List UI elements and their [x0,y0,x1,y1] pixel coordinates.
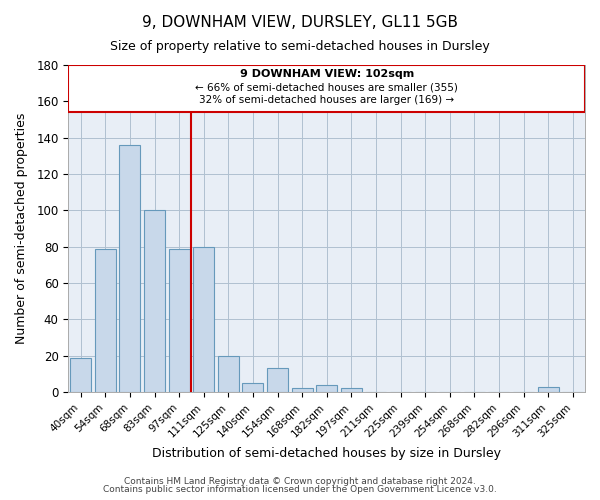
Text: 9, DOWNHAM VIEW, DURSLEY, GL11 5GB: 9, DOWNHAM VIEW, DURSLEY, GL11 5GB [142,15,458,30]
Bar [218,356,239,392]
Bar [538,386,559,392]
Bar [144,210,165,392]
Bar [316,385,337,392]
Text: Contains public sector information licensed under the Open Government Licence v3: Contains public sector information licen… [103,486,497,494]
Text: ← 66% of semi-detached houses are smaller (355): ← 66% of semi-detached houses are smalle… [195,82,458,92]
Bar [95,248,116,392]
Text: Contains HM Land Registry data © Crown copyright and database right 2024.: Contains HM Land Registry data © Crown c… [124,477,476,486]
Bar [70,358,91,392]
Bar [267,368,288,392]
Y-axis label: Number of semi-detached properties: Number of semi-detached properties [15,113,28,344]
Bar [68,65,585,112]
Bar [341,388,362,392]
Bar [242,383,263,392]
Text: 9 DOWNHAM VIEW: 102sqm: 9 DOWNHAM VIEW: 102sqm [239,69,414,79]
Text: 32% of semi-detached houses are larger (169) →: 32% of semi-detached houses are larger (… [199,96,454,106]
Bar [169,248,190,392]
Bar [119,145,140,392]
Bar [292,388,313,392]
X-axis label: Distribution of semi-detached houses by size in Dursley: Distribution of semi-detached houses by … [152,447,501,460]
Bar [193,246,214,392]
Text: Size of property relative to semi-detached houses in Dursley: Size of property relative to semi-detach… [110,40,490,53]
